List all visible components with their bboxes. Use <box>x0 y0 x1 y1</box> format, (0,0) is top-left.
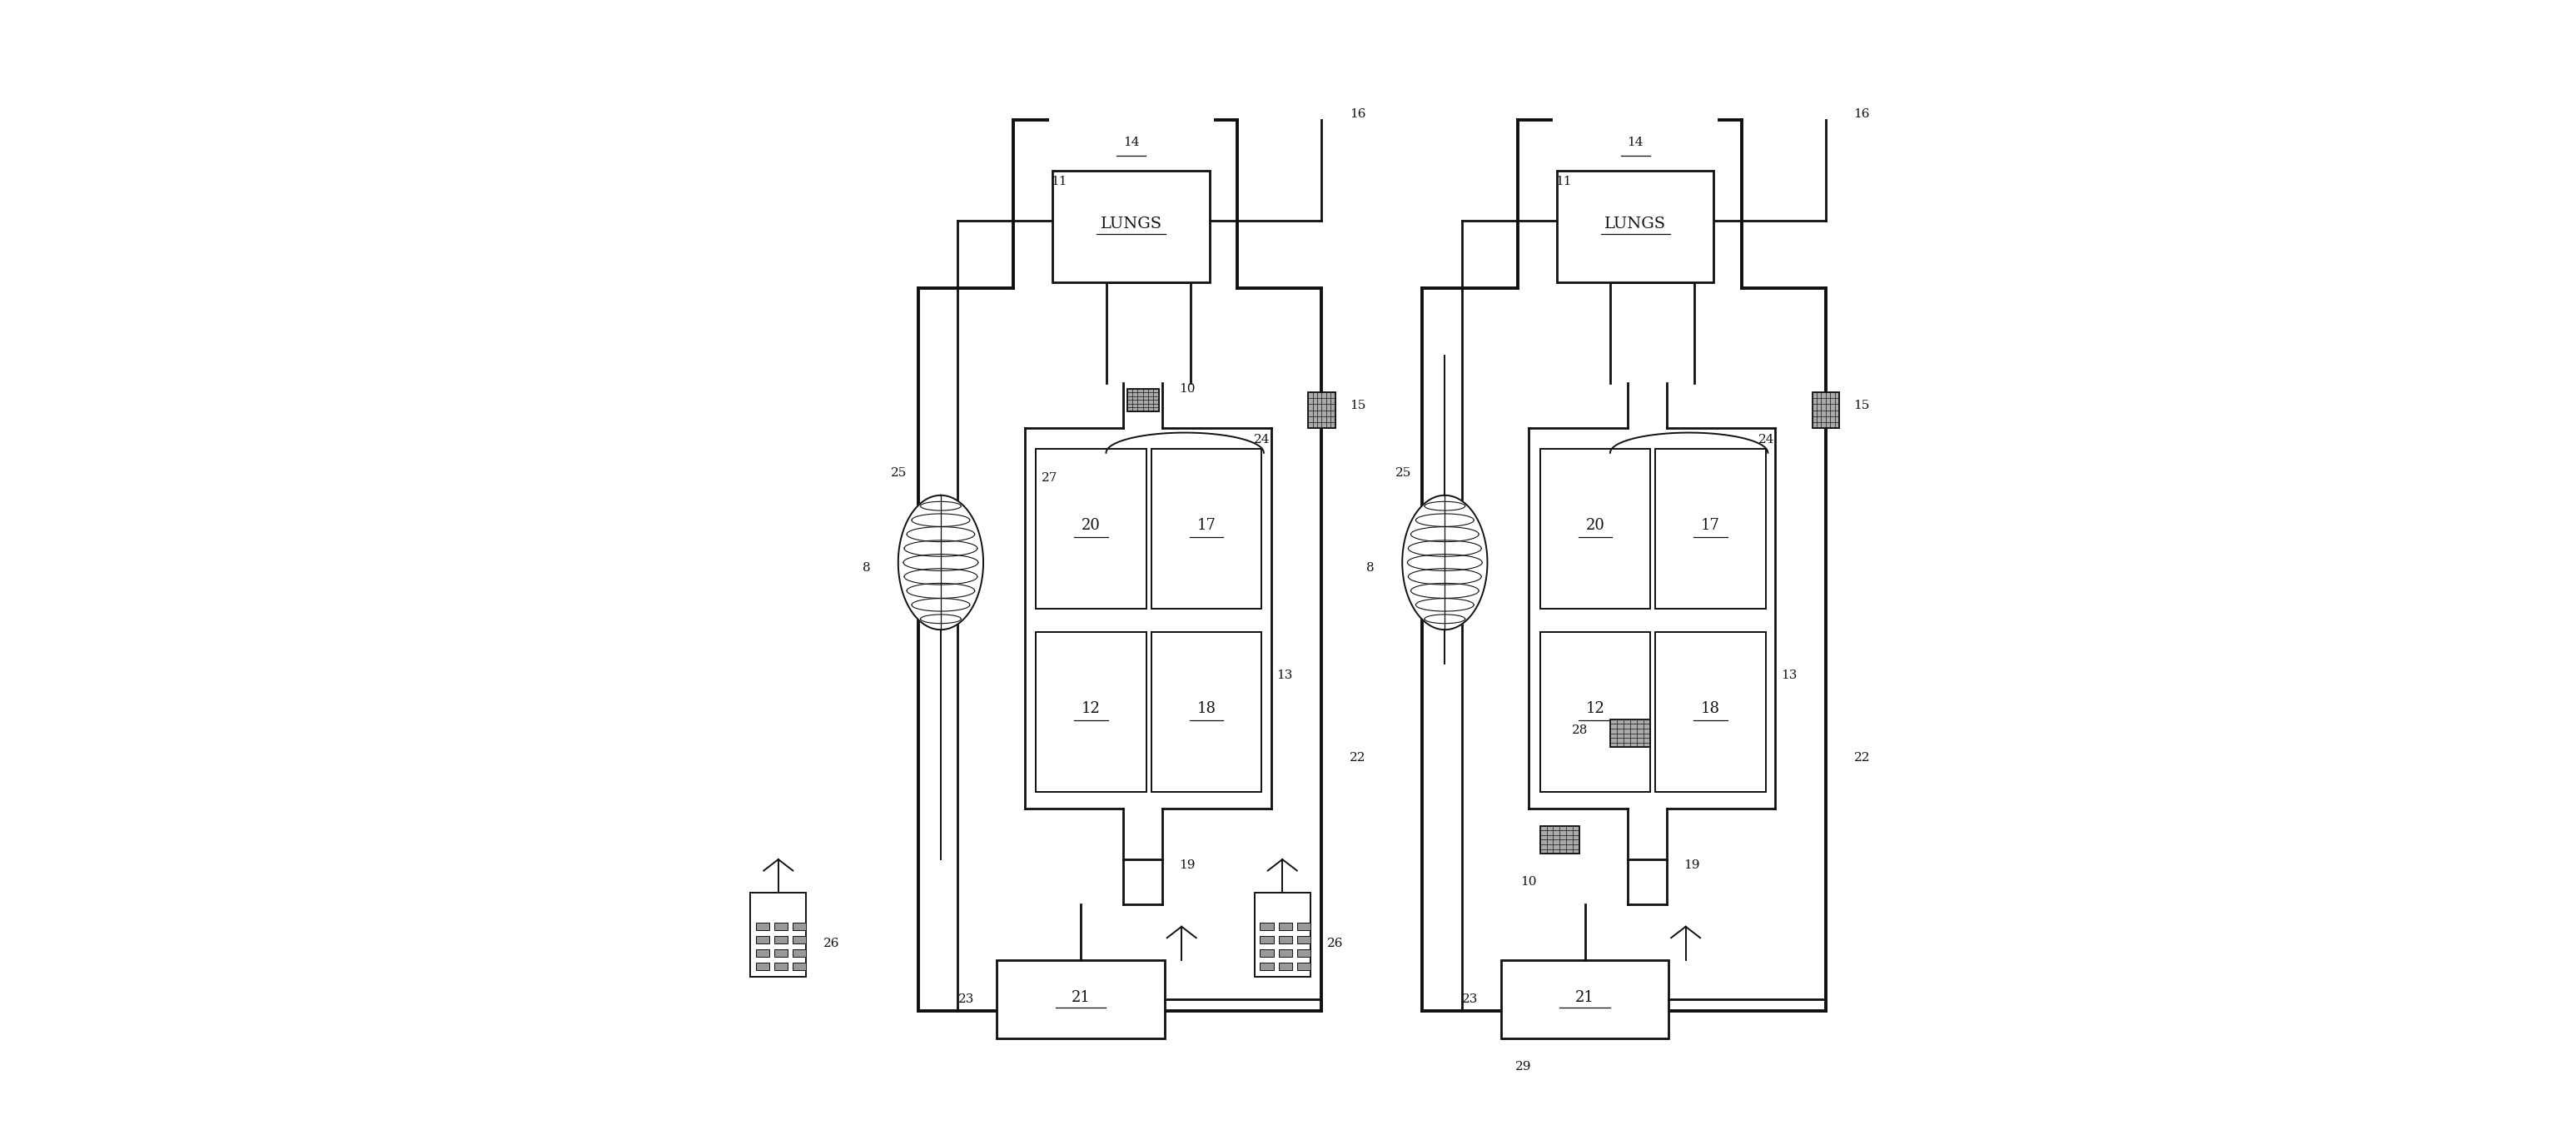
Text: 22: 22 <box>1350 752 1365 764</box>
Text: 14: 14 <box>1628 136 1643 149</box>
Bar <box>1309 393 1334 428</box>
Bar <box>1296 950 1311 957</box>
Text: 10: 10 <box>1180 383 1195 395</box>
Bar <box>1296 963 1311 971</box>
Bar <box>1128 389 1159 412</box>
Text: 29: 29 <box>1515 1061 1530 1072</box>
Bar <box>1260 922 1273 930</box>
Bar <box>1278 922 1293 930</box>
Bar <box>1278 936 1293 944</box>
Text: 8: 8 <box>1365 562 1373 574</box>
Text: 16: 16 <box>1855 108 1870 120</box>
Bar <box>1151 632 1262 792</box>
Bar <box>1296 936 1311 944</box>
Text: 16: 16 <box>1350 108 1365 120</box>
Bar <box>755 922 770 930</box>
Text: 24: 24 <box>1757 433 1775 446</box>
Bar <box>1260 936 1273 944</box>
Text: 21: 21 <box>1577 990 1595 1005</box>
Text: 20: 20 <box>1587 519 1605 533</box>
Bar <box>1151 449 1262 609</box>
Bar <box>793 936 806 944</box>
Text: 23: 23 <box>1463 993 1479 1006</box>
Text: 23: 23 <box>958 993 974 1006</box>
Bar <box>775 936 788 944</box>
Text: LUNGS: LUNGS <box>1100 217 1162 232</box>
Text: 17: 17 <box>1198 519 1216 533</box>
Text: 26: 26 <box>824 937 840 950</box>
Text: 18: 18 <box>1700 701 1721 717</box>
Polygon shape <box>899 495 984 630</box>
Bar <box>1278 963 1293 971</box>
Text: 15: 15 <box>1855 399 1870 412</box>
Text: 11: 11 <box>1051 176 1066 188</box>
Text: 15: 15 <box>1350 399 1365 412</box>
Bar <box>1656 449 1765 609</box>
Text: 19: 19 <box>1180 860 1195 871</box>
Bar <box>1540 632 1651 792</box>
Text: 21: 21 <box>1072 990 1090 1005</box>
Polygon shape <box>1401 495 1486 630</box>
Text: 12: 12 <box>1082 701 1100 717</box>
Text: 12: 12 <box>1587 701 1605 717</box>
Bar <box>755 963 770 971</box>
Text: 26: 26 <box>1327 937 1345 950</box>
Bar <box>1260 950 1273 957</box>
Bar <box>793 950 806 957</box>
Bar <box>793 963 806 971</box>
Text: 28: 28 <box>1571 724 1589 737</box>
Text: 20: 20 <box>1082 519 1100 533</box>
Bar <box>755 950 770 957</box>
Bar <box>750 893 806 976</box>
Text: 25: 25 <box>1396 467 1412 479</box>
Bar <box>1260 963 1273 971</box>
Bar <box>1540 826 1579 854</box>
Bar <box>1556 170 1713 282</box>
Bar <box>1540 449 1651 609</box>
Text: 14: 14 <box>1123 136 1139 149</box>
Text: 25: 25 <box>891 467 907 479</box>
Bar <box>1296 922 1311 930</box>
Bar <box>1255 893 1311 976</box>
Text: 22: 22 <box>1855 752 1870 764</box>
Text: 11: 11 <box>1556 176 1571 188</box>
Bar <box>1814 393 1839 428</box>
Text: 19: 19 <box>1685 860 1700 871</box>
Text: 13: 13 <box>1278 669 1293 682</box>
Bar <box>1036 632 1146 792</box>
Text: LUNGS: LUNGS <box>1605 217 1667 232</box>
Bar <box>793 922 806 930</box>
Bar <box>1036 449 1146 609</box>
Bar <box>1656 632 1765 792</box>
Bar <box>1054 170 1211 282</box>
Text: 24: 24 <box>1255 433 1270 446</box>
Bar <box>755 936 770 944</box>
Text: 10: 10 <box>1520 876 1538 888</box>
Bar <box>1278 950 1293 957</box>
Bar <box>775 963 788 971</box>
Bar <box>997 961 1164 1038</box>
Text: 18: 18 <box>1198 701 1216 717</box>
Text: 17: 17 <box>1700 519 1721 533</box>
Bar <box>1610 719 1649 747</box>
Text: 27: 27 <box>1041 471 1059 484</box>
Text: 13: 13 <box>1780 669 1798 682</box>
Bar <box>1502 961 1669 1038</box>
Bar <box>775 950 788 957</box>
Bar <box>775 922 788 930</box>
Text: 8: 8 <box>863 562 871 574</box>
